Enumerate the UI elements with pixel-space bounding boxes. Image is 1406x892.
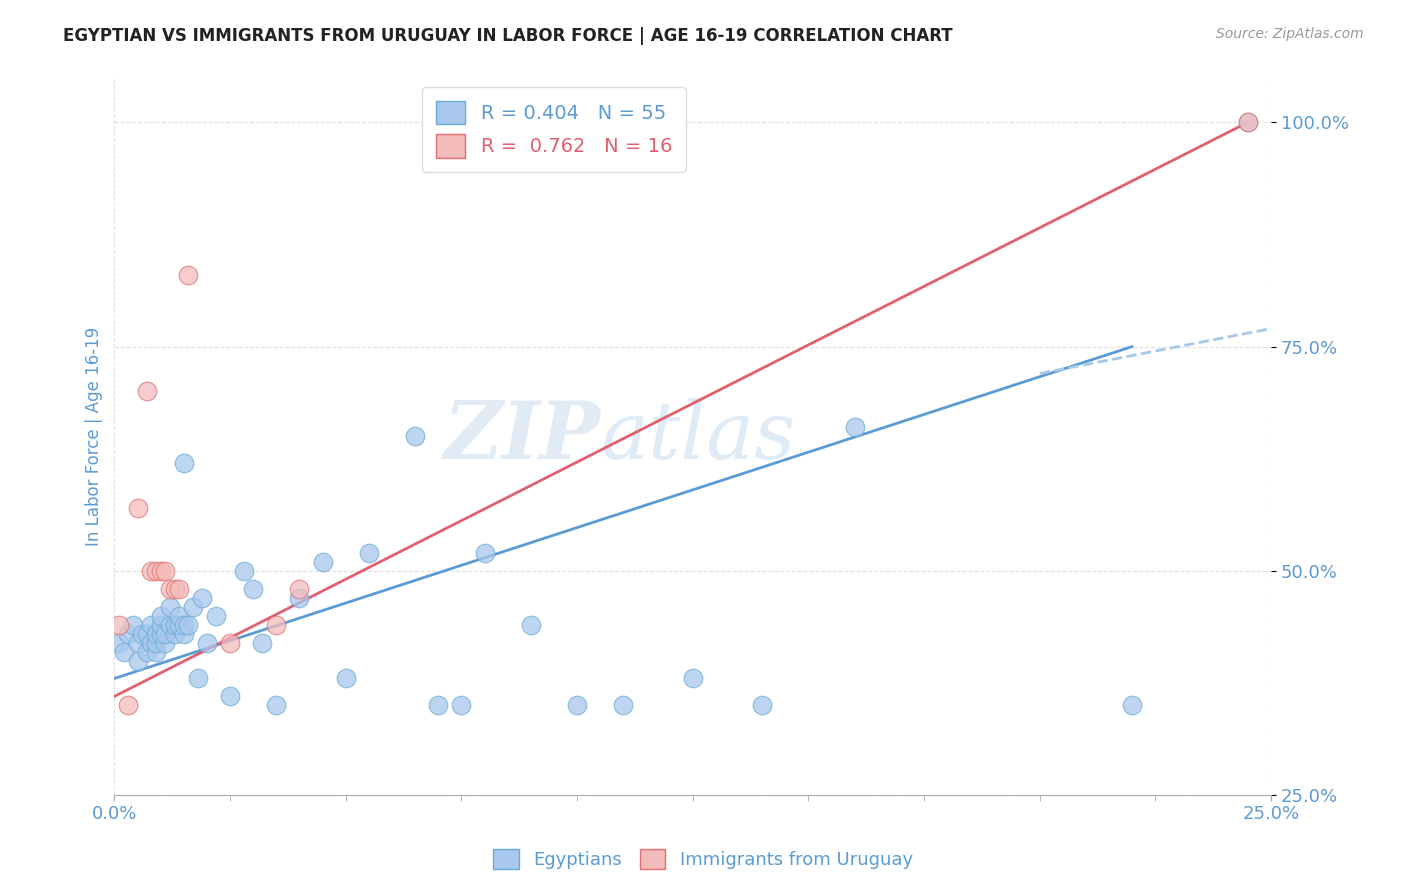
Point — [219, 635, 242, 649]
Point — [205, 608, 228, 623]
Point — [127, 653, 149, 667]
Point — [219, 690, 242, 704]
Point — [288, 591, 311, 605]
Text: atlas: atlas — [600, 398, 796, 475]
Point — [149, 564, 172, 578]
Point — [145, 644, 167, 658]
Point — [288, 582, 311, 596]
Point — [155, 635, 177, 649]
Point — [233, 564, 256, 578]
Point — [181, 599, 204, 614]
Point — [131, 626, 153, 640]
Point — [177, 617, 200, 632]
Point — [474, 546, 496, 560]
Point — [1237, 115, 1260, 129]
Point — [167, 608, 190, 623]
Point — [335, 672, 357, 686]
Point — [127, 635, 149, 649]
Point — [135, 644, 157, 658]
Point — [450, 698, 472, 713]
Point — [751, 698, 773, 713]
Point — [159, 599, 181, 614]
Point — [149, 626, 172, 640]
Point — [311, 555, 333, 569]
Point — [155, 564, 177, 578]
Point — [108, 635, 131, 649]
Point — [141, 564, 163, 578]
Point — [266, 617, 288, 632]
Point — [149, 608, 172, 623]
Point — [682, 672, 704, 686]
Point — [167, 582, 190, 596]
Point — [149, 617, 172, 632]
Point — [167, 617, 190, 632]
Point — [357, 546, 380, 560]
Text: ZIP: ZIP — [443, 398, 600, 475]
Point — [163, 617, 186, 632]
Point — [122, 617, 145, 632]
Y-axis label: In Labor Force | Age 16-19: In Labor Force | Age 16-19 — [86, 326, 103, 546]
Point — [163, 582, 186, 596]
Point — [844, 420, 866, 434]
Point — [145, 626, 167, 640]
Point — [404, 429, 426, 443]
Point — [112, 644, 135, 658]
Point — [612, 698, 634, 713]
Point — [163, 626, 186, 640]
Point — [141, 617, 163, 632]
Point — [127, 501, 149, 516]
Point — [173, 626, 195, 640]
Point — [145, 635, 167, 649]
Text: EGYPTIAN VS IMMIGRANTS FROM URUGUAY IN LABOR FORCE | AGE 16-19 CORRELATION CHART: EGYPTIAN VS IMMIGRANTS FROM URUGUAY IN L… — [63, 27, 953, 45]
Point — [135, 384, 157, 399]
Point — [173, 456, 195, 470]
Legend: R = 0.404   N = 55, R =  0.762   N = 16: R = 0.404 N = 55, R = 0.762 N = 16 — [422, 87, 686, 171]
Text: Source: ZipAtlas.com: Source: ZipAtlas.com — [1216, 27, 1364, 41]
Point — [177, 268, 200, 282]
Point — [159, 582, 181, 596]
Point — [1237, 115, 1260, 129]
Point — [117, 626, 139, 640]
Point — [135, 626, 157, 640]
Point — [427, 698, 450, 713]
Point — [159, 617, 181, 632]
Point — [141, 635, 163, 649]
Legend: Egyptians, Immigrants from Uruguay: Egyptians, Immigrants from Uruguay — [484, 839, 922, 879]
Point — [108, 617, 131, 632]
Point — [187, 672, 209, 686]
Point — [155, 626, 177, 640]
Point — [1121, 698, 1143, 713]
Point — [195, 635, 218, 649]
Point — [520, 617, 543, 632]
Point — [173, 617, 195, 632]
Point — [191, 591, 214, 605]
Point — [117, 698, 139, 713]
Point — [565, 698, 588, 713]
Point — [145, 564, 167, 578]
Point — [242, 582, 264, 596]
Point — [266, 698, 288, 713]
Point — [252, 635, 274, 649]
